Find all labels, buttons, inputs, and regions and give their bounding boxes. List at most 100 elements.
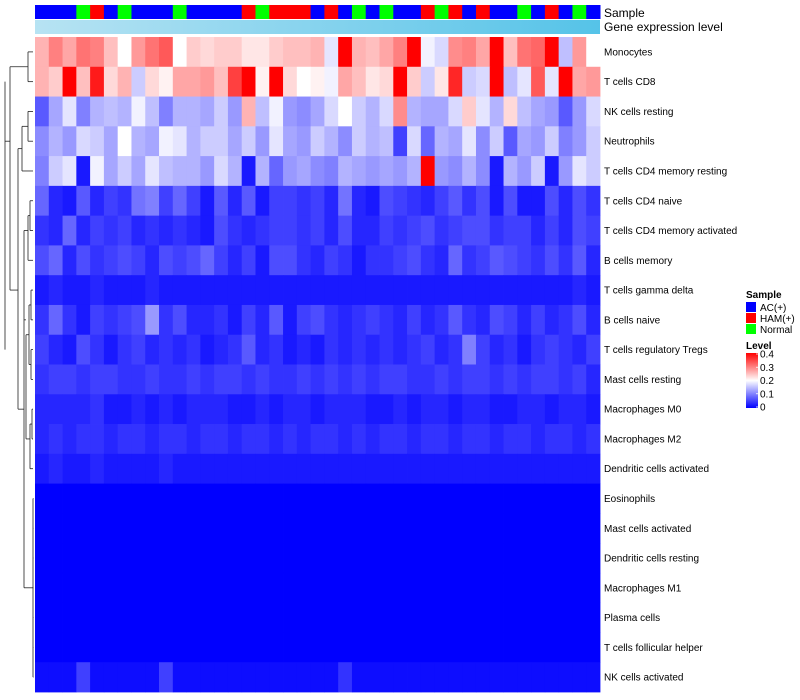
heatmap-cell: [269, 602, 284, 633]
heatmap-cell: [544, 483, 560, 514]
heatmap-cell: [586, 185, 601, 217]
heatmap-cell: [283, 424, 298, 455]
row-label: Eosinophils: [604, 494, 655, 505]
heatmap-cell: [103, 572, 119, 604]
heatmap-cell: [407, 304, 422, 336]
heatmap-cell: [407, 245, 422, 276]
heatmap-cell: [269, 394, 284, 425]
heatmap-cell: [269, 126, 284, 157]
heatmap-cell: [214, 126, 229, 157]
heatmap-cell: [296, 275, 312, 306]
heatmap-cell: [62, 185, 77, 217]
heatmap-cell: [255, 185, 270, 217]
heatmap-cell: [76, 215, 91, 246]
heatmap-cell: [227, 126, 243, 157]
heatmap-cell: [172, 185, 187, 217]
heatmap-cell: [351, 66, 367, 97]
sample-cell: [159, 5, 174, 19]
heatmap-cell: [379, 37, 394, 68]
heatmap-cell: [35, 453, 50, 484]
heatmap-cell: [227, 156, 243, 187]
heatmap-cell: [462, 453, 477, 484]
heatmap-cell: [379, 513, 394, 544]
heatmap-cell: [517, 66, 532, 97]
heatmap-cell: [145, 304, 160, 336]
heatmap-cell: [365, 632, 380, 663]
heatmap-cell: [517, 215, 532, 246]
sample-cell: [503, 5, 518, 19]
heatmap-cell: [200, 156, 215, 187]
heatmap-cell: [76, 453, 91, 484]
heatmap-cell: [159, 662, 174, 693]
heatmap-cell: [558, 37, 573, 68]
heatmap-cell: [283, 185, 298, 217]
sample-cell: [586, 5, 601, 19]
heatmap-cell: [338, 483, 353, 514]
heatmap-cell: [517, 126, 532, 157]
heatmap-cell: [241, 394, 256, 425]
heatmap-cell: [283, 394, 298, 425]
heatmap-cell: [517, 185, 532, 217]
heatmap-cell: [475, 662, 491, 693]
heatmap-cell: [310, 394, 325, 425]
heatmap-cell: [586, 632, 601, 663]
heatmap-cell: [420, 364, 436, 395]
heatmap-cell: [448, 185, 463, 217]
sample-cell: [90, 5, 105, 19]
sample-cell: [489, 5, 505, 19]
heatmap-cell: [448, 662, 463, 693]
heatmap-cell: [227, 424, 243, 455]
heatmap-cell: [269, 424, 284, 455]
heatmap-cell: [489, 126, 504, 157]
heatmap-cell: [489, 424, 504, 455]
row-label: Dendritic cells resting: [604, 554, 699, 565]
heatmap-cell: [48, 96, 63, 127]
heatmap-cell: [310, 215, 325, 246]
heatmap-cell: [448, 453, 463, 484]
heatmap-cell: [76, 572, 91, 604]
heatmap-cell: [200, 304, 215, 336]
heatmap-cell: [255, 275, 270, 306]
sample-cell: [558, 5, 573, 19]
heatmap-cell: [90, 662, 105, 693]
heatmap-cell: [283, 245, 298, 276]
heatmap-cell: [462, 304, 477, 336]
heatmap-cell: [255, 126, 270, 157]
heatmap-cell: [462, 245, 477, 276]
heatmap-cell: [489, 185, 504, 217]
heatmap-cell: [393, 66, 408, 97]
heatmap-cell: [448, 364, 463, 395]
heatmap-cell: [159, 334, 174, 365]
heatmap-cell: [475, 245, 491, 276]
heatmap-cell: [186, 96, 201, 127]
heatmap-cell: [48, 662, 63, 693]
heatmap-cell: [131, 632, 146, 663]
heatmap-cell: [420, 572, 436, 604]
heatmap-cell: [586, 275, 601, 306]
heatmap-cell: [407, 37, 422, 68]
heatmap-cell: [269, 185, 284, 217]
heatmap-cell: [503, 602, 518, 633]
heatmap-cell: [517, 602, 532, 633]
heatmap-cell: [324, 156, 339, 187]
heatmap-cell: [227, 602, 243, 633]
row-label: Macrophages M2: [604, 434, 682, 445]
row-label: T cells gamma delta: [604, 286, 694, 297]
heatmap-cell: [283, 572, 298, 604]
heatmap-cell: [393, 394, 408, 425]
heatmap-cell: [62, 37, 77, 68]
heatmap-cell: [365, 424, 380, 455]
heatmap-cell: [420, 632, 436, 663]
heatmap-cell: [172, 304, 187, 336]
heatmap-cell: [131, 334, 146, 365]
sample-cell: [103, 5, 119, 19]
heatmap-cell: [379, 572, 394, 604]
heatmap-cell: [76, 185, 91, 217]
heatmap-cell: [351, 245, 367, 276]
heatmap-cell: [90, 66, 105, 97]
heatmap-cell: [214, 602, 229, 633]
heatmap-cell: [214, 185, 229, 217]
heatmap-cell: [503, 453, 518, 484]
heatmap-cell: [296, 185, 312, 217]
heatmap-cell: [200, 424, 215, 455]
